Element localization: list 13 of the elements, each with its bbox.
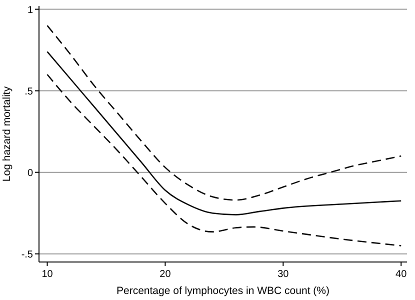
line-series	[46, 51, 402, 216]
x-tick-label: 30	[278, 269, 290, 280]
y-tick-label: 0	[27, 168, 34, 179]
y-axis-title: Log hazard mortality	[1, 86, 13, 182]
line-series	[46, 74, 402, 246]
x-tick-label: 40	[396, 269, 408, 280]
x-tick-label: 10	[42, 269, 54, 280]
x-tick-label: 20	[160, 269, 172, 280]
y-tick-label: .5	[24, 86, 34, 98]
y-tick-label: -.5	[21, 249, 34, 260]
x-axis-title: Percentage of lymphocytes in WBC count (%)	[116, 285, 330, 297]
line-series	[46, 24, 402, 201]
y-tick-label: 1	[27, 4, 34, 16]
